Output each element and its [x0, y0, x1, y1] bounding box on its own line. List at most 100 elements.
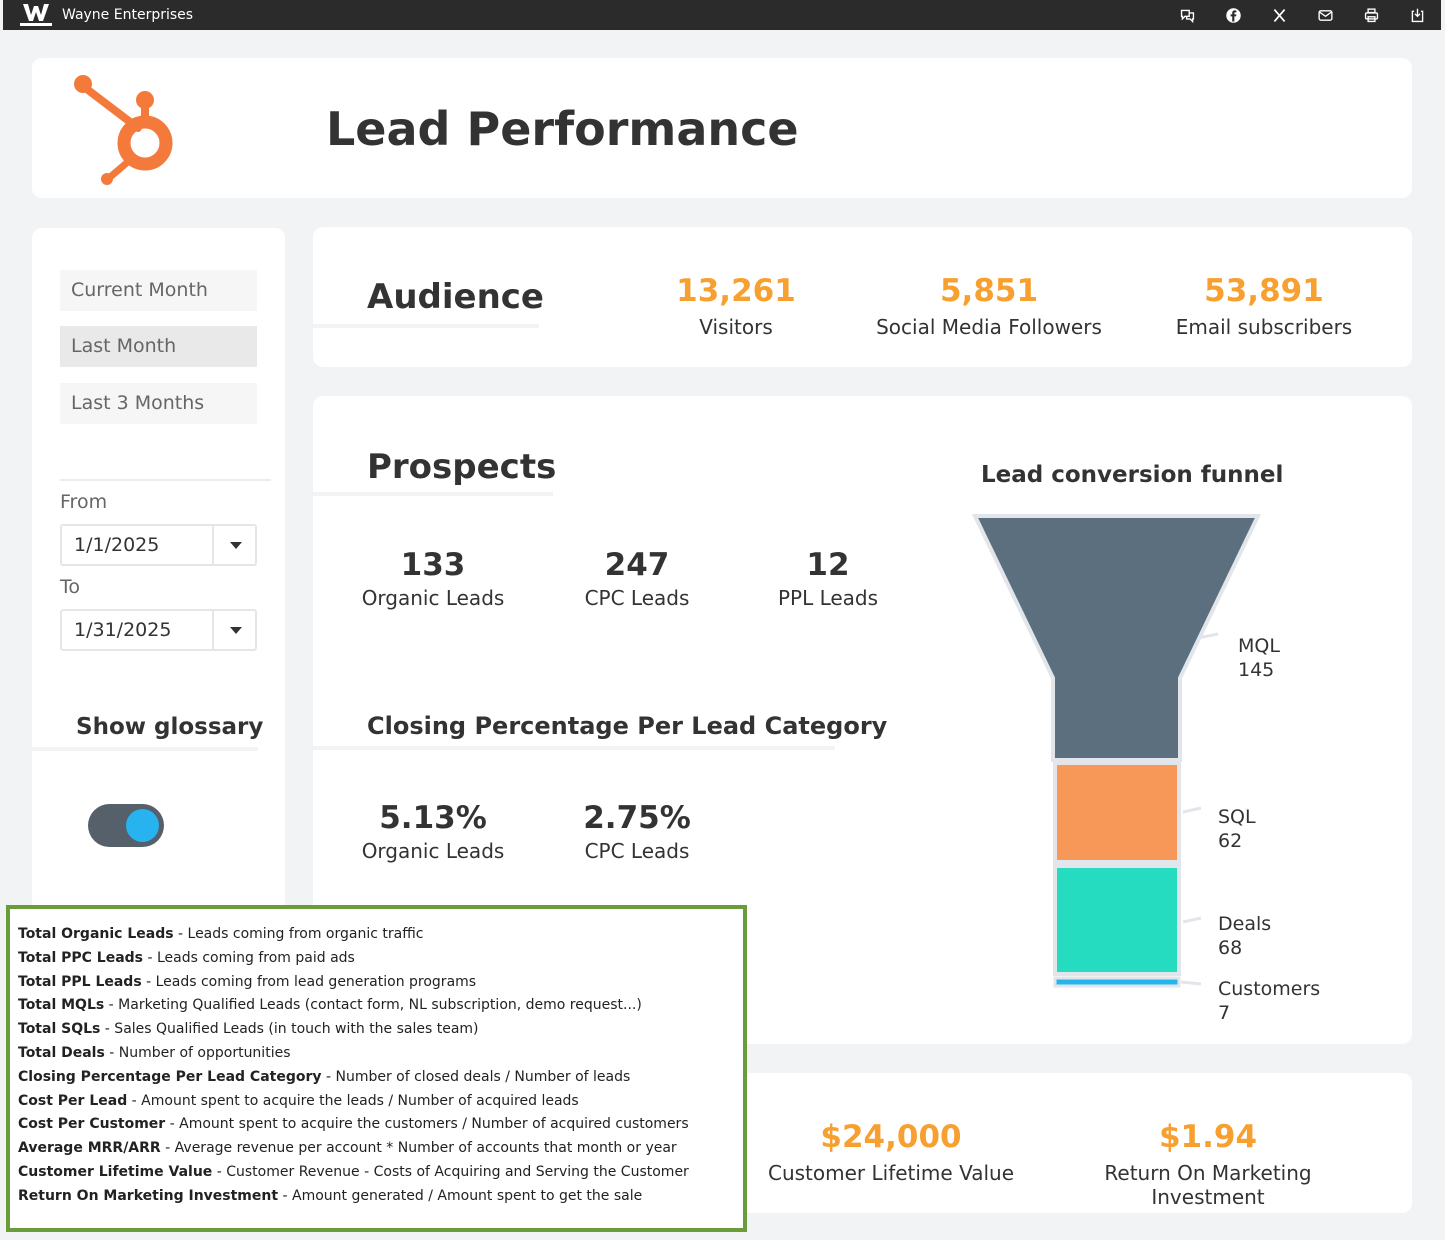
glossary-term: Total PPL Leads	[18, 973, 142, 990]
to-date-value[interactable]: 1/31/2025	[74, 619, 172, 641]
glossary-item: Total Deals - Number of opportunities	[18, 1042, 743, 1066]
from-label: From	[60, 491, 108, 513]
glossary-desc: - Average revenue per account * Number o…	[160, 1140, 677, 1157]
glossary-item: Cost Per Lead - Amount spent to acquire …	[18, 1090, 743, 1114]
stat-ppl-leads: 12 PPL Leads	[728, 547, 928, 610]
mail-icon[interactable]	[1315, 5, 1335, 25]
funnel-label-customers: Customers 7	[1218, 977, 1320, 1025]
stat-value: 133	[400, 547, 466, 583]
funnel-stage-value: 68	[1218, 937, 1243, 959]
chevron-down-icon[interactable]	[230, 542, 242, 549]
funnel-stage-customers	[1053, 976, 1181, 988]
closing-label: Organic Leads	[361, 839, 505, 863]
app-title: Wayne Enterprises	[62, 7, 194, 23]
toggle-knob	[126, 809, 159, 842]
kpi-value: 53,891	[1204, 273, 1324, 309]
from-date-separator	[212, 526, 214, 564]
stat-value: 12	[806, 547, 850, 583]
to-date-picker[interactable]: 1/31/2025	[60, 609, 257, 651]
funnel-stage-value: 7	[1218, 1002, 1231, 1024]
funnel-label-sql: SQL 62	[1218, 805, 1256, 853]
kpi-email-subscribers: 53,891 Email subscribers	[1114, 273, 1414, 339]
funnel-label-deals: Deals 68	[1218, 912, 1271, 960]
export-icon[interactable]	[1407, 5, 1427, 25]
glossary-desc: - Marketing Qualified Leads (contact for…	[104, 997, 642, 1014]
glossary-term: Total PPC Leads	[18, 949, 144, 966]
glossary-item: Average MRR/ARR - Average revenue per ac…	[18, 1137, 743, 1161]
closing-value: 2.75%	[583, 800, 691, 836]
stat-label: Organic Leads	[361, 586, 505, 610]
glossary-toggle[interactable]	[88, 804, 164, 847]
kpi-value: $1.94	[1158, 1119, 1258, 1155]
funnel-title: Lead conversion funnel	[981, 462, 1284, 488]
glossary-desc: - Leads coming from lead generation prog…	[141, 973, 477, 990]
from-date-picker[interactable]: 1/1/2025	[60, 524, 257, 566]
funnel-stage-value: 62	[1218, 830, 1243, 852]
prospects-title: Prospects	[367, 447, 557, 487]
audience-title: Audience	[367, 277, 544, 317]
glossary-item: Customer Lifetime Value - Customer Reven…	[18, 1161, 743, 1185]
closing-value: 5.13%	[379, 800, 487, 836]
funnel-leader-sql	[1182, 806, 1202, 814]
funnel-stage-value: 145	[1238, 659, 1275, 681]
lead-conversion-funnel	[971, 514, 1262, 988]
wayne-logo	[20, 4, 52, 26]
glossary-desc: - Customer Revenue - Costs of Acquiring …	[212, 1163, 689, 1180]
funnel-stage-name: Deals	[1218, 913, 1272, 935]
stat-label: CPC Leads	[584, 586, 690, 610]
audience-underline	[313, 324, 539, 328]
kpi-label: Customer Lifetime Value	[767, 1161, 1014, 1185]
audience-card: Audience 13,261 Visitors 5,851 Social Me…	[313, 227, 1412, 367]
funnel-leader-deals	[1182, 916, 1202, 924]
glossary-term: Closing Percentage Per Lead Category	[18, 1068, 322, 1085]
glossary-item: Total PPC Leads - Leads coming from paid…	[18, 947, 743, 971]
kpi-label: Return On Marketing Investment	[1104, 1161, 1312, 1209]
print-icon[interactable]	[1361, 5, 1381, 25]
funnel-stage-deals	[1053, 864, 1181, 976]
glossary-item: Total Organic Leads - Leads coming from …	[18, 923, 743, 947]
hubspot-logo	[74, 75, 173, 185]
kpi-value: 13,261	[676, 273, 796, 309]
facebook-icon[interactable]	[1223, 5, 1243, 25]
funnel-stage-sql	[1053, 761, 1181, 864]
closing-cpc-leads: 2.75% CPC Leads	[537, 800, 737, 863]
range-current-month[interactable]: Current Month	[60, 270, 257, 311]
stat-value: 247	[604, 547, 670, 583]
prospects-underline	[313, 492, 553, 496]
glossary-term: Total MQLs	[18, 997, 105, 1014]
from-date-value[interactable]: 1/1/2025	[74, 534, 160, 556]
glossary-item: Closing Percentage Per Lead Category - N…	[18, 1066, 743, 1090]
funnel-stage-mql	[971, 514, 1262, 762]
closing-percentage-title: Closing Percentage Per Lead Category	[367, 712, 888, 740]
glossary-panel: Total Organic Leads - Leads coming from …	[6, 905, 747, 1232]
header-card: Lead Performance	[32, 58, 1412, 198]
glossary-term: Cost Per Lead	[18, 1092, 128, 1109]
range-last-3-months[interactable]: Last 3 Months	[60, 383, 257, 424]
glossary-desc: - Number of closed deals / Number of lea…	[321, 1068, 631, 1085]
kpi-customer-lifetime-value: $24,000 Customer Lifetime Value	[741, 1119, 1041, 1185]
funnel-stage-name: MQL	[1238, 635, 1280, 657]
kpi-value: 5,851	[939, 273, 1039, 309]
closing-organic-leads: 5.13% Organic Leads	[333, 800, 533, 863]
funnel-stage-name: SQL	[1218, 806, 1256, 828]
glossary-term: Total Organic Leads	[18, 926, 174, 942]
filter-sidebar: Current Month Last Month Last 3 Months F…	[32, 228, 285, 928]
glossary-desc: - Leads coming from organic traffic	[173, 926, 424, 942]
glossary-item: Cost Per Customer - Amount spent to acqu…	[18, 1113, 743, 1137]
stat-organic-leads: 133 Organic Leads	[333, 547, 533, 610]
kpi-label: Email subscribers	[1175, 315, 1353, 339]
glossary-item: Total MQLs - Marketing Qualified Leads (…	[18, 994, 743, 1018]
x-icon[interactable]	[1269, 5, 1289, 25]
glossary-label-underline	[32, 747, 258, 751]
kpi-value: $24,000	[820, 1119, 962, 1155]
chevron-down-icon[interactable]	[230, 627, 242, 634]
glossary-term: Return On Marketing Investment	[18, 1187, 279, 1204]
closing-label: CPC Leads	[584, 839, 690, 863]
glossary-desc: - Sales Qualified Leads (in touch with t…	[100, 1021, 479, 1038]
funnel-leader-customers	[1180, 980, 1202, 986]
glossary-desc: - Amount spent to acquire the customers …	[165, 1116, 689, 1133]
glossary-desc: - Leads coming from paid ads	[143, 949, 355, 966]
chat-icon[interactable]	[1177, 5, 1197, 25]
range-last-month[interactable]: Last Month	[60, 326, 257, 367]
funnel-label-mql: MQL 145	[1238, 634, 1280, 682]
